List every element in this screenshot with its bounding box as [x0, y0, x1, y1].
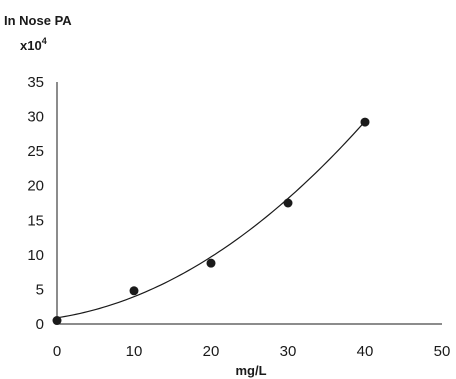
x-tick-label: 30 [280, 343, 297, 360]
data-point [52, 316, 62, 326]
x-tick-label: 10 [126, 343, 143, 360]
y-tick-label: 5 [36, 281, 44, 298]
y-tick-label: 10 [27, 247, 44, 264]
data-points [52, 117, 370, 326]
x-tick-label: 50 [434, 343, 451, 360]
y-axis-multiplier-base: x10 [20, 38, 42, 53]
y-tick-labels: 0 5 10 15 20 25 30 35 [27, 74, 44, 333]
y-tick-label: 15 [27, 212, 44, 229]
data-point [206, 258, 216, 268]
y-tick-label: 25 [27, 143, 44, 160]
trendline [56, 121, 366, 319]
x-tick-label: 0 [53, 343, 61, 360]
y-tick-label: 20 [27, 178, 44, 195]
y-axis-multiplier-exponent: 4 [42, 36, 47, 46]
y-axis-title: In Nose PA [4, 13, 72, 28]
y-axis-multiplier: x104 [20, 36, 47, 53]
data-point [129, 286, 139, 296]
x-axis-title: mg/L [235, 363, 266, 378]
data-point [360, 117, 370, 127]
y-tick-label: 35 [27, 74, 44, 91]
x-tick-label: 20 [203, 343, 220, 360]
x-tick-labels: 0 10 20 30 40 50 [53, 343, 451, 360]
axes [56, 82, 442, 325]
x-tick-label: 40 [357, 343, 374, 360]
data-point [283, 198, 293, 208]
y-tick-label: 30 [27, 109, 44, 126]
y-tick-label: 0 [36, 316, 44, 333]
